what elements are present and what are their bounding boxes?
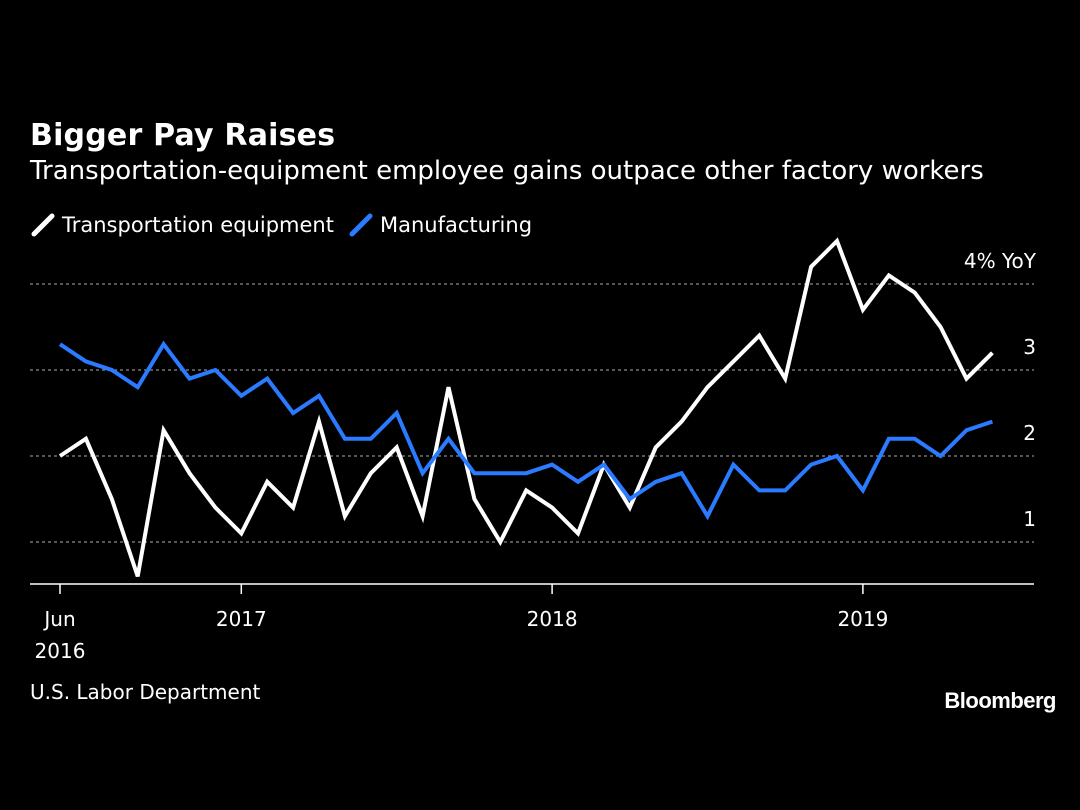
legend: Transportation equipment Manufacturing [30,210,546,240]
x-tick-label: 2019 [837,607,888,631]
x-tick-label: 2016 [35,639,86,663]
y-tick-label: 2 [1023,421,1036,445]
x-tick-label: Jun [42,607,75,631]
chart-subtitle: Transportation-equipment employee gains … [30,156,984,186]
series-line-transportation-equipment [58,237,994,578]
legend-item-transportation: Transportation equipment [30,212,334,238]
y-tick-label: 1 [1023,507,1036,531]
x-tick-label: 2018 [527,607,578,631]
y-tick-label: 4% YoY [964,249,1037,273]
legend-swatch-transportation [31,213,55,237]
x-tick-label: 2017 [216,607,267,631]
legend-swatch-manufacturing [349,213,373,237]
legend-item-manufacturing: Manufacturing [348,212,532,238]
chart-title: Bigger Pay Raises [30,118,336,153]
legend-label-transportation: Transportation equipment [62,213,334,237]
bloomberg-logo: Bloomberg [944,688,1056,713]
y-tick-label: 3 [1023,335,1036,359]
legend-label-manufacturing: Manufacturing [379,213,533,237]
series-line-manufacturing [58,340,994,521]
source-note: U.S. Labor Department [30,680,261,704]
